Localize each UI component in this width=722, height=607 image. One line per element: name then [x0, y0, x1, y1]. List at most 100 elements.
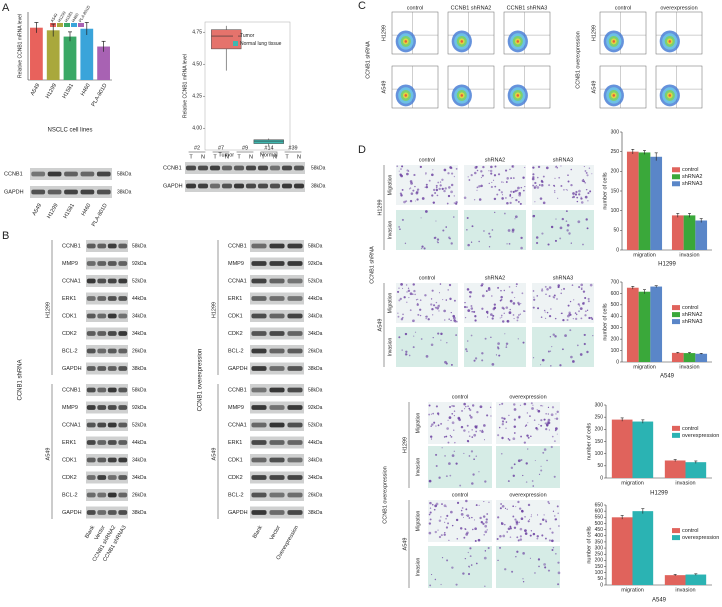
blot-band [251, 475, 267, 480]
y-tick-label: 200 [611, 169, 620, 175]
cell-stain [401, 165, 404, 168]
cell-stain [476, 410, 479, 414]
cell-stain [533, 296, 535, 298]
blot-band [107, 366, 117, 371]
cell-stain [503, 417, 506, 420]
protein-label: BCL-2 [62, 492, 78, 498]
cell-stain [560, 165, 562, 167]
micrograph [428, 446, 492, 488]
cell-stain [468, 291, 471, 294]
cell-stain [398, 299, 401, 302]
cell-stain [485, 518, 488, 521]
cell-stain [400, 318, 404, 321]
cell-stain [416, 303, 419, 307]
cell-stain [567, 180, 570, 183]
cell-stain [449, 474, 452, 477]
cell-stain [500, 290, 502, 292]
cell-stain [532, 166, 535, 169]
cell-stain [516, 319, 519, 322]
cell-stain [566, 318, 569, 322]
cell-stain [410, 192, 414, 195]
protein-label: CDK2 [228, 475, 243, 481]
cell-stain [449, 434, 452, 437]
cell-stain [471, 482, 474, 485]
cell-stain [509, 525, 512, 528]
micrograph [428, 546, 492, 588]
cell-stain [503, 289, 506, 292]
blot-band [269, 440, 285, 445]
cell-stain [425, 172, 427, 175]
kda-label: 38kDa [117, 189, 132, 195]
cell-stain [588, 167, 591, 169]
bar [638, 291, 651, 362]
blot-band [269, 492, 285, 498]
cell-stain [453, 299, 456, 302]
blot-band [107, 331, 117, 336]
protein-label: MMP9 [228, 261, 244, 267]
cell-stain [412, 346, 415, 349]
cell-stain [404, 242, 407, 245]
column-label: control [419, 157, 436, 163]
cell-stain [512, 177, 515, 179]
cell-stain [408, 354, 411, 357]
cell-stain [448, 186, 451, 189]
cell-stain [579, 307, 583, 310]
cell-stain [555, 417, 559, 420]
cell-stain [505, 181, 508, 183]
blot-band [269, 278, 285, 284]
y-tick-label: 250 [595, 552, 604, 558]
kda-label: 58kDa [132, 243, 147, 249]
cell-stain [474, 357, 478, 360]
y-tick-label: 4.25 [192, 94, 202, 100]
cell-stain [545, 519, 547, 522]
blot-band [209, 165, 221, 171]
cell-stain [465, 499, 468, 503]
legend-swatch [233, 41, 238, 46]
column-label: shRNA3 [553, 157, 573, 163]
x-tick-label: invasion [675, 480, 695, 486]
cell-stain [441, 187, 444, 190]
cell-stain [451, 405, 454, 407]
cell-stain [480, 521, 484, 524]
cell-stain [591, 173, 593, 175]
cell-stain [542, 175, 545, 178]
protein-label: MMP9 [228, 405, 244, 411]
cell-stain [499, 534, 502, 538]
cell-stain [560, 292, 562, 295]
cell-stain [500, 298, 503, 301]
cell-stain [459, 484, 462, 487]
cell-stain [406, 169, 409, 172]
cell-stain [538, 423, 540, 425]
cell-stain [561, 217, 564, 221]
cell-stain [453, 410, 456, 412]
cell-stain [524, 185, 526, 188]
cell-stain [485, 310, 489, 314]
cell-stain [530, 402, 533, 405]
cell-stain [462, 572, 465, 575]
y-tick-label: 300 [595, 545, 604, 551]
lane-label: Blank [252, 525, 264, 540]
cell-stain [401, 349, 403, 351]
cell-stain [401, 218, 404, 222]
cell-stain [409, 309, 412, 312]
cell-stain [397, 312, 399, 314]
cell-stain [547, 243, 550, 246]
blot-band [269, 313, 285, 319]
blot-strip [185, 180, 305, 192]
cell-stain [508, 242, 511, 245]
cell-stain [499, 507, 502, 510]
cell-stain [580, 288, 583, 290]
cell-stain [449, 238, 451, 240]
cell-stain [435, 301, 438, 304]
legend-label: control [682, 426, 699, 432]
cell-stain [548, 429, 551, 431]
blot-band [287, 405, 303, 410]
bar [664, 460, 686, 478]
cell-stain [491, 317, 494, 320]
blot-band [96, 171, 111, 177]
blot-band [251, 387, 267, 393]
blot-band [118, 313, 128, 319]
cell-stain [414, 331, 417, 333]
cell-stain [461, 409, 464, 412]
